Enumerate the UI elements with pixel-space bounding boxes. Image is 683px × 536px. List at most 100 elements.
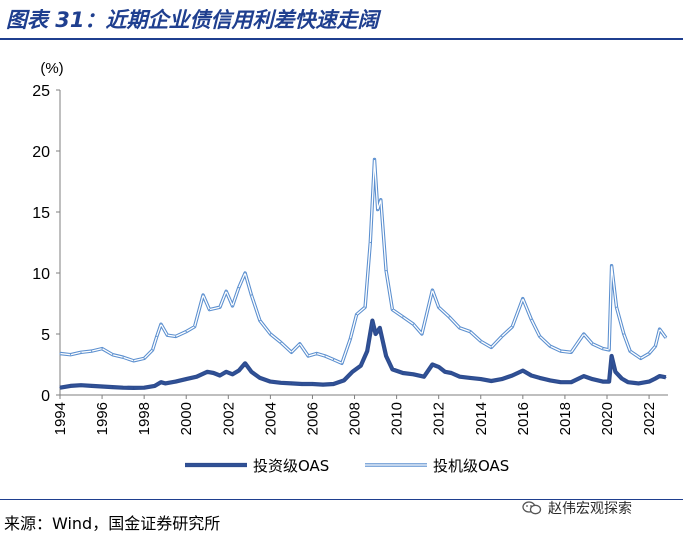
investment-grade-data-point xyxy=(423,376,425,378)
investment-grade-data-point xyxy=(490,380,492,382)
investment-grade-data-point xyxy=(621,377,623,380)
investment-grade-data-point xyxy=(379,327,381,329)
investment-grade-data-point xyxy=(231,373,234,375)
speculative-grade-data-point xyxy=(591,343,593,345)
investment-grade-data-point xyxy=(219,374,221,377)
investment-grade-data-point xyxy=(539,377,541,379)
speculative-grade-data-point xyxy=(202,294,204,296)
investment-grade-data-point xyxy=(59,387,61,389)
investment-grade-data-point xyxy=(225,371,227,373)
speculative-grade-data-point xyxy=(364,306,366,308)
speculative-grade-data-point xyxy=(640,357,642,359)
speculative-grade-data-point xyxy=(469,331,471,333)
speculative-grade-data-point xyxy=(250,294,252,296)
investment-grade-data-point xyxy=(371,320,373,322)
speculative-grade-data-point xyxy=(152,349,154,351)
investment-grade-data-point xyxy=(112,386,114,388)
speculative-grade-data-point xyxy=(402,316,404,318)
investment-grade-data-point xyxy=(391,368,393,370)
investment-grade-data-point xyxy=(522,370,524,372)
speculative-grade-data-point xyxy=(356,313,358,316)
speculative-grade-data-point xyxy=(385,270,387,272)
y-tick-label: 15 xyxy=(32,205,50,222)
speculative-grade-data-point xyxy=(549,345,551,347)
speculative-grade-data-point xyxy=(91,350,93,352)
investment-grade-oas-line-inner xyxy=(59,320,667,389)
speculative-grade-data-point xyxy=(539,335,541,337)
speculative-grade-data-point xyxy=(316,352,318,355)
speculative-grade-data-point xyxy=(143,357,145,359)
investment-grade-data-point xyxy=(154,385,156,387)
investment-grade-data-point xyxy=(375,333,377,335)
investment-grade-data-point xyxy=(301,383,303,385)
investment-grade-data-point xyxy=(269,381,271,383)
speculative-grade-data-point xyxy=(570,351,572,353)
investment-grade-data-point xyxy=(133,387,135,389)
investment-grade-data-point xyxy=(444,371,446,373)
investment-grade-data-point xyxy=(238,370,240,372)
speculative-grade-data-point xyxy=(208,309,210,311)
investment-grade-data-point xyxy=(332,383,335,385)
speculative-grade-data-point xyxy=(133,360,135,362)
x-tick-label: 1994 xyxy=(52,402,69,435)
investment-grade-data-point xyxy=(122,387,124,389)
speculative-grade-data-point xyxy=(654,345,657,347)
speculative-grade-data-point xyxy=(391,309,393,311)
speculative-grade-data-point xyxy=(583,333,585,335)
investment-grade-data-point xyxy=(611,355,613,357)
investment-grade-data-point xyxy=(570,381,572,383)
legend-label: 投机级OAS xyxy=(433,457,509,475)
speculative-grade-data-point xyxy=(608,349,610,351)
speculative-grade-data-point xyxy=(602,348,604,350)
x-tick-label: 2022 xyxy=(641,402,658,435)
investment-grade-data-point xyxy=(549,379,551,381)
speculative-grade-oas-line xyxy=(59,157,668,365)
investment-grade-data-point xyxy=(185,378,187,380)
speculative-grade-data-point xyxy=(238,287,240,289)
investment-grade-data-point xyxy=(311,383,314,385)
investment-grade-data-point xyxy=(659,375,661,377)
speculative-grade-data-point xyxy=(112,354,114,356)
investment-grade-data-point xyxy=(366,350,368,352)
speculative-grade-data-point xyxy=(307,355,309,357)
speculative-grade-data-point xyxy=(665,337,667,339)
speculative-grade-data-point xyxy=(219,306,221,308)
speculative-grade-data-point xyxy=(369,241,371,244)
speculative-grade-data-point xyxy=(480,340,482,342)
investment-grade-data-point xyxy=(175,381,177,383)
speculative-grade-data-point xyxy=(80,351,82,353)
y-tick-label: 10 xyxy=(32,266,50,283)
investment-grade-data-point xyxy=(351,371,353,373)
watermark: 赵伟宏观探索 xyxy=(522,497,632,519)
speculative-grade-data-point xyxy=(166,334,168,336)
speculative-grade-data-point xyxy=(377,209,379,211)
speculative-grade-data-point xyxy=(611,265,613,267)
investment-grade-data-point xyxy=(665,376,667,378)
legend-label: 投资级OAS xyxy=(253,457,329,475)
speculative-grade-data-point xyxy=(615,306,618,308)
y-tick-label: 25 xyxy=(32,83,50,100)
speculative-grade-data-point xyxy=(185,331,187,333)
speculative-grade-data-point xyxy=(175,335,177,337)
watermark-text: 赵伟宏观探索 xyxy=(548,501,632,517)
investment-grade-data-point xyxy=(412,373,414,375)
wechat-icon xyxy=(522,501,542,515)
source-note: 来源：Wind，国金证券研究所 xyxy=(4,514,221,533)
y-tick-label: 5 xyxy=(41,327,50,344)
footer-divider xyxy=(0,499,683,500)
speculative-grade-data-point xyxy=(522,298,524,300)
speculative-grade-data-point xyxy=(122,356,124,358)
speculative-grade-data-point xyxy=(421,333,423,335)
investment-grade-data-point xyxy=(614,371,617,373)
investment-grade-data-point xyxy=(627,381,629,383)
speculative-grade-data-point xyxy=(412,323,414,325)
investment-grade-data-point xyxy=(164,382,166,384)
x-tick-label: 2004 xyxy=(262,402,279,435)
x-tick-label: 1998 xyxy=(136,402,153,435)
speculative-grade-data-point xyxy=(349,338,351,340)
speculative-grade-data-point xyxy=(629,350,631,352)
speculative-grade-data-point xyxy=(648,352,650,355)
speculative-grade-data-point xyxy=(659,328,661,330)
investment-grade-data-point xyxy=(290,382,292,384)
investment-grade-data-point xyxy=(385,355,387,357)
